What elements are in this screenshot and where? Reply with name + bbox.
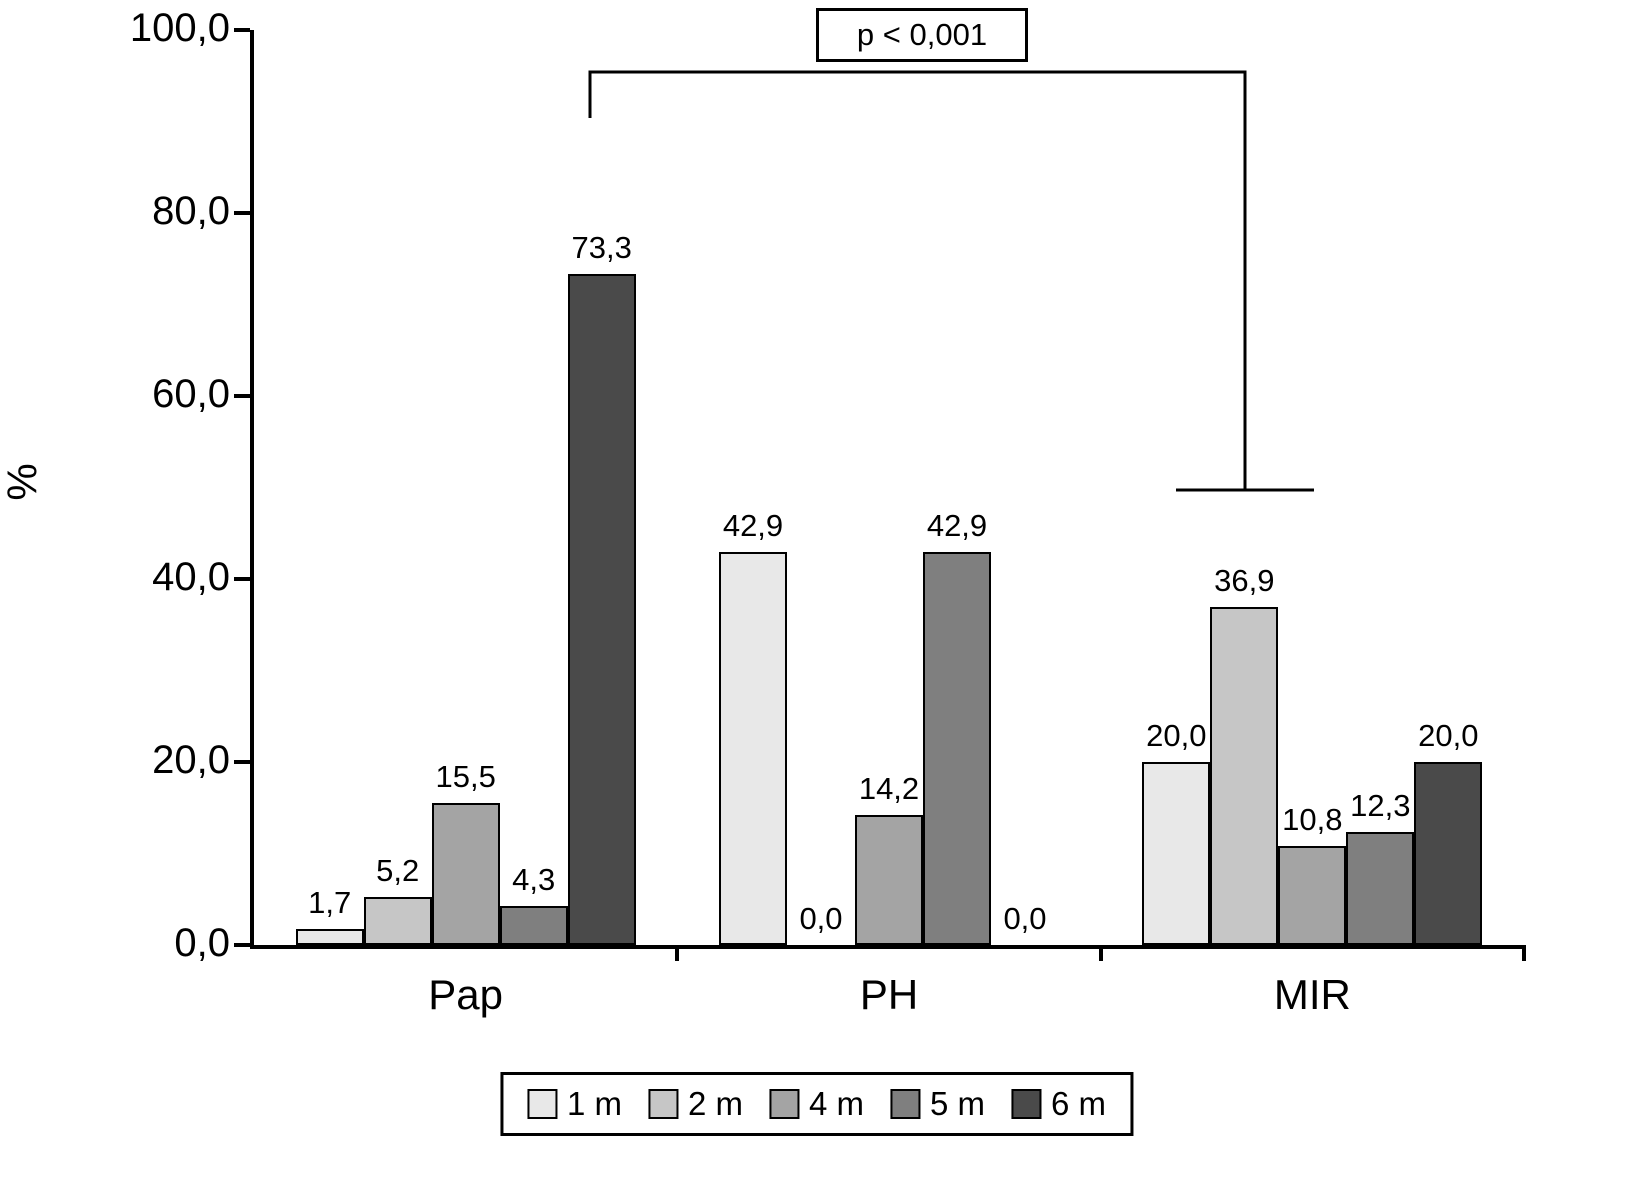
legend-swatch [1011,1089,1042,1119]
y-tick-label: 60,0 [152,372,230,416]
x-category-label: MIR [1273,971,1351,1018]
bar-5m-Pap [499,906,568,945]
legend-label: 1 m [566,1085,622,1122]
value-label: 0,0 [799,901,843,936]
legend-label: 6 m [1051,1085,1107,1122]
value-label: 20,0 [1146,718,1207,753]
value-label: 0,0 [1003,901,1047,936]
value-label: 42,9 [722,508,784,543]
y-tick-mark [234,211,250,215]
legend-item: 2 m [647,1085,743,1123]
legend-item: 1 m [526,1085,622,1123]
y-tick-label: 40,0 [152,555,230,599]
y-tick-mark [234,943,250,947]
value-label: 12,3 [1350,788,1411,823]
plot-area: 100,0 80,0 60,0 40,0 20,0 0,0 1,7 5,2 15,5 4,3 73,… [130,6,1526,1018]
legend-label: 2 m [687,1085,743,1122]
value-label: 14,2 [858,771,920,806]
bar-4m-PH [855,815,923,945]
legend-item: 4 m [768,1085,865,1123]
y-tick-mark [234,760,250,764]
bar-2m-MIR [1210,607,1279,945]
y-tick-label: 80,0 [152,189,230,233]
x-category-label: PH [859,971,919,1018]
value-label: 73,3 [571,230,632,265]
value-label: 1,7 [308,885,352,920]
value-label: 10,8 [1282,802,1343,837]
significance-annotation-box: p < 0,001 [816,8,1028,62]
value-label: 36,9 [1214,563,1275,598]
value-label: 15,5 [435,759,496,794]
value-label: 4,3 [512,862,556,897]
value-label: 42,9 [926,508,988,543]
x-tick-mark [1522,945,1526,961]
x-tick-mark [675,945,680,961]
bar-1m-PH [719,552,787,945]
bar-4m-Pap [431,803,500,945]
legend-label: 4 m [808,1085,865,1122]
y-tick-mark [234,577,250,581]
legend-swatch [526,1089,557,1119]
legend: 1 m 2 m 4 m 5 m 6 m [499,1072,1134,1136]
significance-text: p < 0,001 [856,17,988,52]
bar-6m-MIR [1414,762,1483,945]
bar-1m-MIR [1142,762,1211,945]
x-category-label: Pap [428,971,504,1018]
y-tick-label: 20,0 [152,738,230,782]
value-label: 5,2 [376,853,420,888]
bar-5m-MIR [1346,832,1415,945]
x-tick-mark [1098,945,1103,961]
y-tick-mark [234,394,250,398]
bar-1m-Pap [295,929,364,945]
y-axis-title: % [0,463,46,501]
bar-4m-MIR [1278,846,1347,945]
y-tick-label: 100,0 [129,6,230,50]
legend-label: 5 m [930,1085,986,1122]
legend-item: 6 m [1011,1085,1106,1123]
legend-item: 5 m [890,1085,985,1123]
bar-6m-Pap [567,274,636,945]
bar-5m-PH [923,552,991,945]
y-tick-mark [234,28,250,32]
y-tick-label: 0,0 [174,921,230,965]
legend-swatch [647,1089,678,1119]
legend-swatch [768,1089,799,1119]
legend-swatch [890,1089,921,1119]
bar-2m-Pap [363,897,432,945]
value-label: 20,0 [1418,718,1479,753]
